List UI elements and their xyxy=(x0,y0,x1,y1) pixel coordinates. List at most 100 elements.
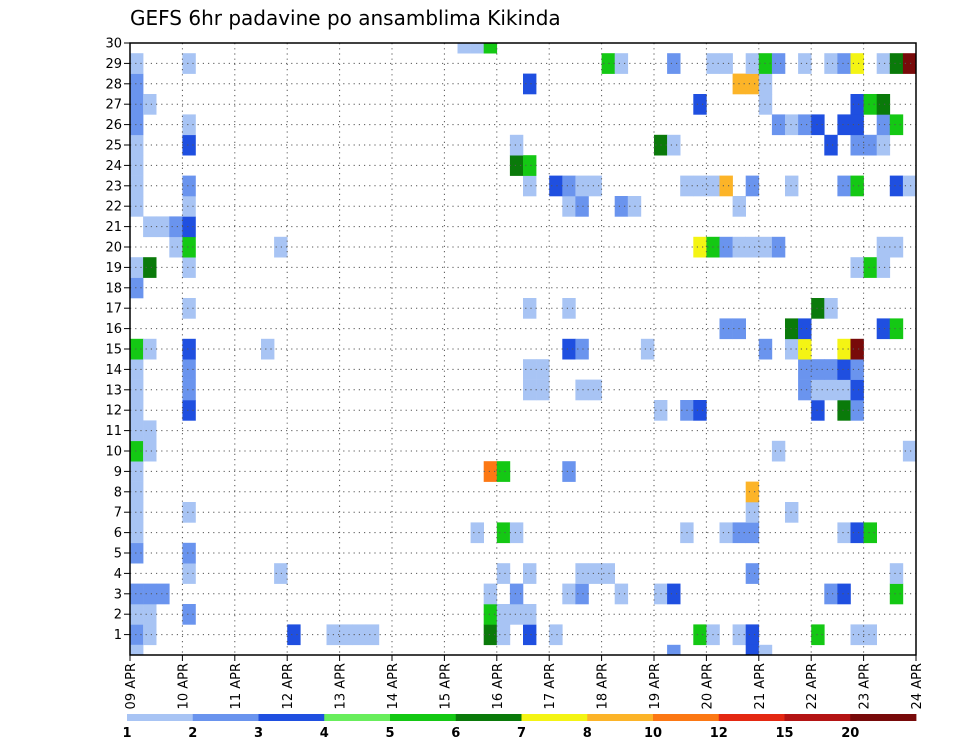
legend-label: 2 xyxy=(188,726,197,741)
heatmap-cell xyxy=(863,257,877,278)
legend-swatch xyxy=(390,714,457,721)
legend-swatch xyxy=(850,714,917,721)
heatmap-cell xyxy=(575,563,589,584)
y-axis: 1234567891011121314151617181920212223242… xyxy=(105,37,130,643)
heatmap-cell xyxy=(745,522,760,544)
legend-label: 20 xyxy=(841,726,859,741)
heatmap-cell xyxy=(182,196,196,217)
heatmap-cell xyxy=(496,461,511,482)
y-tick-label: 6 xyxy=(114,526,122,541)
heatmap-cell xyxy=(182,400,196,421)
x-tick-label: 22 APR xyxy=(805,663,820,709)
heatmap-cell xyxy=(143,257,157,278)
heatmap-cell xyxy=(130,644,144,656)
heatmap-cell xyxy=(745,624,760,646)
heatmap-cell xyxy=(536,359,550,380)
heatmap-cell xyxy=(693,175,707,197)
heatmap-cell xyxy=(130,583,144,605)
x-axis: 09 APR 10 APR 11 APR 12 APR 13 APR 14 APR 15 A… xyxy=(124,655,925,709)
y-tick-label: 23 xyxy=(105,179,122,194)
heatmap-cell xyxy=(261,338,275,360)
heatmap-cell xyxy=(562,461,576,482)
heatmap-cell xyxy=(771,114,786,136)
heatmap-cell xyxy=(182,379,196,401)
heatmap-cell xyxy=(614,196,629,217)
heatmap-cell xyxy=(130,196,144,217)
heatmap-cell xyxy=(850,134,864,156)
legend-label: 3 xyxy=(254,726,263,741)
y-tick-label: 29 xyxy=(105,57,122,72)
heatmap-cell xyxy=(811,114,825,136)
heatmap-cell xyxy=(182,114,196,136)
heatmap-cell xyxy=(130,175,144,197)
x-tick-label: 13 APR xyxy=(334,663,349,709)
heatmap-cell xyxy=(798,338,812,360)
heatmap-cell xyxy=(850,359,864,380)
heatmap-cell xyxy=(837,338,851,360)
heatmap-cell xyxy=(470,43,484,54)
y-tick-label: 14 xyxy=(105,363,122,378)
y-tick-label: 21 xyxy=(105,220,122,235)
heatmap-cell xyxy=(509,583,524,605)
heatmap-cell xyxy=(509,155,524,176)
heatmap-cell xyxy=(745,644,760,656)
heatmap-cell xyxy=(758,644,773,656)
heatmap-cell xyxy=(693,400,707,421)
heatmap-cell xyxy=(837,359,851,380)
heatmap-cell xyxy=(745,236,760,258)
legend-label: 8 xyxy=(583,726,592,741)
heatmap-cell xyxy=(811,624,825,646)
heatmap-cell xyxy=(523,298,537,319)
heatmap-cell xyxy=(523,604,537,625)
heatmap-cell xyxy=(365,624,380,646)
heatmap-cell xyxy=(614,53,629,74)
heatmap-cell xyxy=(811,400,825,421)
heatmap-cell xyxy=(771,53,786,74)
heatmap-cell xyxy=(640,338,655,360)
y-tick-label: 12 xyxy=(105,404,122,419)
heatmap-cell xyxy=(523,155,537,176)
y-tick-label: 1 xyxy=(114,628,122,643)
heatmap-cell xyxy=(850,175,864,197)
x-tick-label: 21 APR xyxy=(753,663,768,709)
heatmap-cell xyxy=(483,624,498,646)
cells-layer xyxy=(130,43,917,656)
heatmap-cell xyxy=(182,542,196,564)
heatmap-cell xyxy=(785,114,799,136)
heatmap-cell xyxy=(667,644,681,656)
heatmap-cell xyxy=(745,175,760,197)
heatmap-cell xyxy=(523,624,537,646)
x-tick-label: 11 APR xyxy=(229,663,244,709)
heatmap-cell xyxy=(876,134,891,156)
heatmap-cell xyxy=(182,338,196,360)
heatmap-cell xyxy=(863,134,877,156)
heatmap-cell xyxy=(876,257,891,278)
y-tick-label: 3 xyxy=(114,587,122,602)
heatmap-cell xyxy=(483,604,498,625)
heatmap-cell xyxy=(850,522,864,544)
heatmap-cell xyxy=(130,542,144,564)
heatmap-cell xyxy=(496,563,511,584)
heatmap-cell xyxy=(130,420,144,442)
heatmap-cell xyxy=(523,359,537,380)
legend-swatch xyxy=(455,714,522,721)
heatmap-cell xyxy=(523,379,537,401)
heatmap-cell xyxy=(182,216,196,238)
heatmap-cell xyxy=(549,624,563,646)
heatmap-cell xyxy=(837,400,851,421)
heatmap-cell xyxy=(889,236,904,258)
heatmap-cell xyxy=(130,338,144,360)
legend-swatch xyxy=(324,714,391,721)
heatmap-cell xyxy=(850,624,864,646)
heatmap-cell xyxy=(889,175,904,197)
heatmap-cell xyxy=(182,359,196,380)
legend-label: 7 xyxy=(517,726,526,741)
y-tick-label: 26 xyxy=(105,118,122,133)
y-tick-label: 16 xyxy=(105,322,122,337)
heatmap-cell xyxy=(850,338,864,360)
heatmap-cell xyxy=(169,236,183,258)
heatmap-cell xyxy=(143,94,157,115)
legend-label: 6 xyxy=(451,726,460,741)
heatmap-cell xyxy=(287,624,301,646)
heatmap-cell xyxy=(575,338,589,360)
